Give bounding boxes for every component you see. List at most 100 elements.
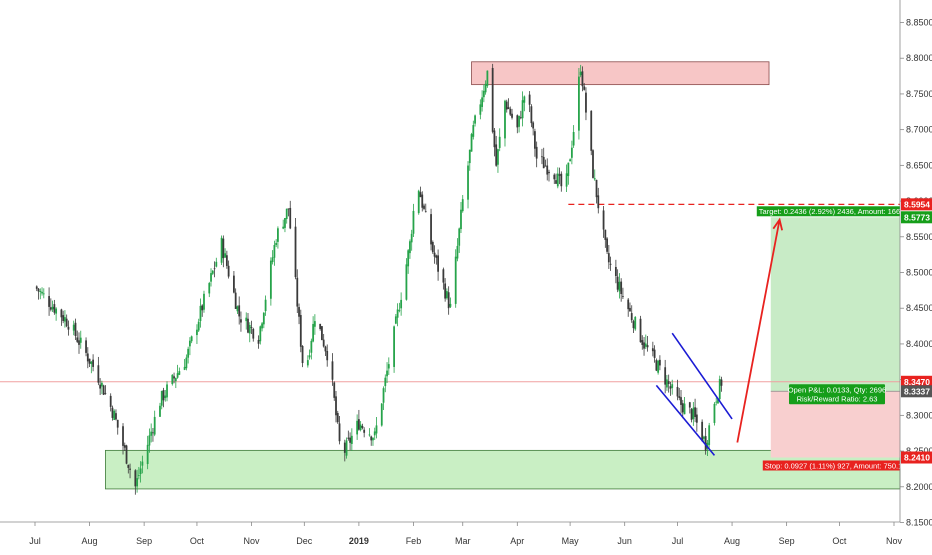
candle-body	[259, 326, 262, 342]
candle-body	[493, 130, 496, 148]
x-tick-label: Jul	[29, 536, 41, 546]
candle-body	[356, 420, 359, 435]
candle-body	[275, 242, 278, 245]
x-tick-label: 2019	[349, 536, 369, 546]
y-tick-label: 8.8000	[906, 53, 932, 63]
candle-body	[42, 293, 45, 295]
candle-body	[678, 396, 681, 398]
candle-body	[556, 173, 559, 187]
candle-body	[97, 365, 100, 383]
candle-body	[419, 192, 422, 198]
candle-body	[449, 303, 452, 307]
candle-body	[454, 256, 457, 304]
candle-body	[210, 273, 212, 282]
candle-body	[100, 382, 103, 387]
candle-body	[495, 144, 498, 166]
y-tick-label: 8.7000	[906, 125, 932, 135]
candle-body	[240, 319, 242, 323]
x-tick-label: Feb	[406, 536, 422, 546]
candle-body	[171, 374, 174, 385]
candle-body	[558, 174, 561, 176]
candle-body	[113, 410, 116, 420]
resistance-zone	[471, 61, 770, 86]
x-tick-label: Nov	[244, 536, 261, 546]
candle-body	[400, 299, 403, 309]
candle-body	[85, 340, 87, 353]
candle-body	[313, 321, 316, 327]
price-badge	[901, 375, 932, 388]
candle-body	[676, 386, 679, 397]
candle-body	[565, 173, 568, 187]
candle-body	[717, 399, 719, 404]
candle-body	[201, 305, 204, 311]
candle-body	[666, 379, 668, 388]
candle-body	[657, 360, 660, 373]
candle-body	[236, 306, 239, 312]
candle-body	[160, 390, 163, 406]
candle-body	[294, 226, 297, 278]
candle-body	[102, 385, 105, 395]
candle-body	[701, 421, 704, 441]
candle-body	[597, 195, 600, 209]
candle-body	[430, 214, 432, 245]
candle-body	[49, 307, 52, 310]
candle-body	[150, 431, 153, 436]
candle-body	[199, 305, 202, 322]
candle-body	[134, 470, 137, 487]
candle-body	[99, 384, 102, 389]
projection-arrow-line	[736, 219, 781, 443]
candle-body	[129, 468, 131, 470]
candle-body	[683, 403, 686, 415]
candle-body	[479, 104, 482, 115]
candle-body	[456, 245, 459, 259]
candle-body	[467, 165, 469, 200]
candle-body	[393, 326, 395, 367]
candle-body	[224, 253, 227, 258]
candle-body	[618, 281, 621, 292]
candle-body	[319, 323, 322, 330]
candle-body	[708, 425, 711, 445]
candle-body	[442, 269, 445, 283]
x-tick-label: Aug	[724, 536, 740, 546]
candle-body	[284, 217, 286, 228]
candle-body	[213, 268, 216, 270]
candle-body	[614, 266, 617, 277]
candle-body	[203, 293, 205, 310]
candle-body	[458, 228, 461, 246]
candle-body	[604, 229, 607, 240]
candle-body	[79, 337, 82, 343]
candle-body	[153, 416, 156, 435]
candle-body	[225, 255, 228, 266]
candle-body	[109, 395, 112, 407]
candle-body	[115, 413, 117, 420]
candle-body	[215, 261, 218, 267]
candle-body	[553, 174, 556, 180]
candle-body	[116, 419, 119, 428]
candle-body	[461, 199, 464, 212]
candle-body	[35, 286, 38, 289]
candle-body	[704, 436, 707, 451]
candle-body	[64, 317, 66, 322]
candle-body	[261, 323, 263, 329]
candle-body	[282, 226, 285, 229]
candle-body	[62, 315, 65, 321]
x-tick-label: Oct	[190, 536, 205, 546]
candle-body	[245, 317, 248, 322]
candle-body	[357, 419, 360, 430]
candle-body	[387, 364, 390, 369]
candle-body	[264, 299, 267, 312]
candle-body	[544, 165, 547, 167]
candle-body	[542, 156, 545, 169]
candle-body	[718, 379, 721, 400]
candle-body	[257, 339, 260, 344]
y-tick-label: 8.1500	[906, 518, 932, 528]
candle-body	[174, 378, 177, 382]
candle-body	[326, 351, 329, 361]
candle-body	[306, 360, 309, 366]
candle-body	[548, 171, 550, 174]
candle-body	[523, 96, 526, 103]
candle-body	[368, 434, 371, 436]
candle-body	[590, 110, 593, 151]
candle-body	[247, 318, 249, 333]
x-tick-label: Jun	[617, 536, 632, 546]
